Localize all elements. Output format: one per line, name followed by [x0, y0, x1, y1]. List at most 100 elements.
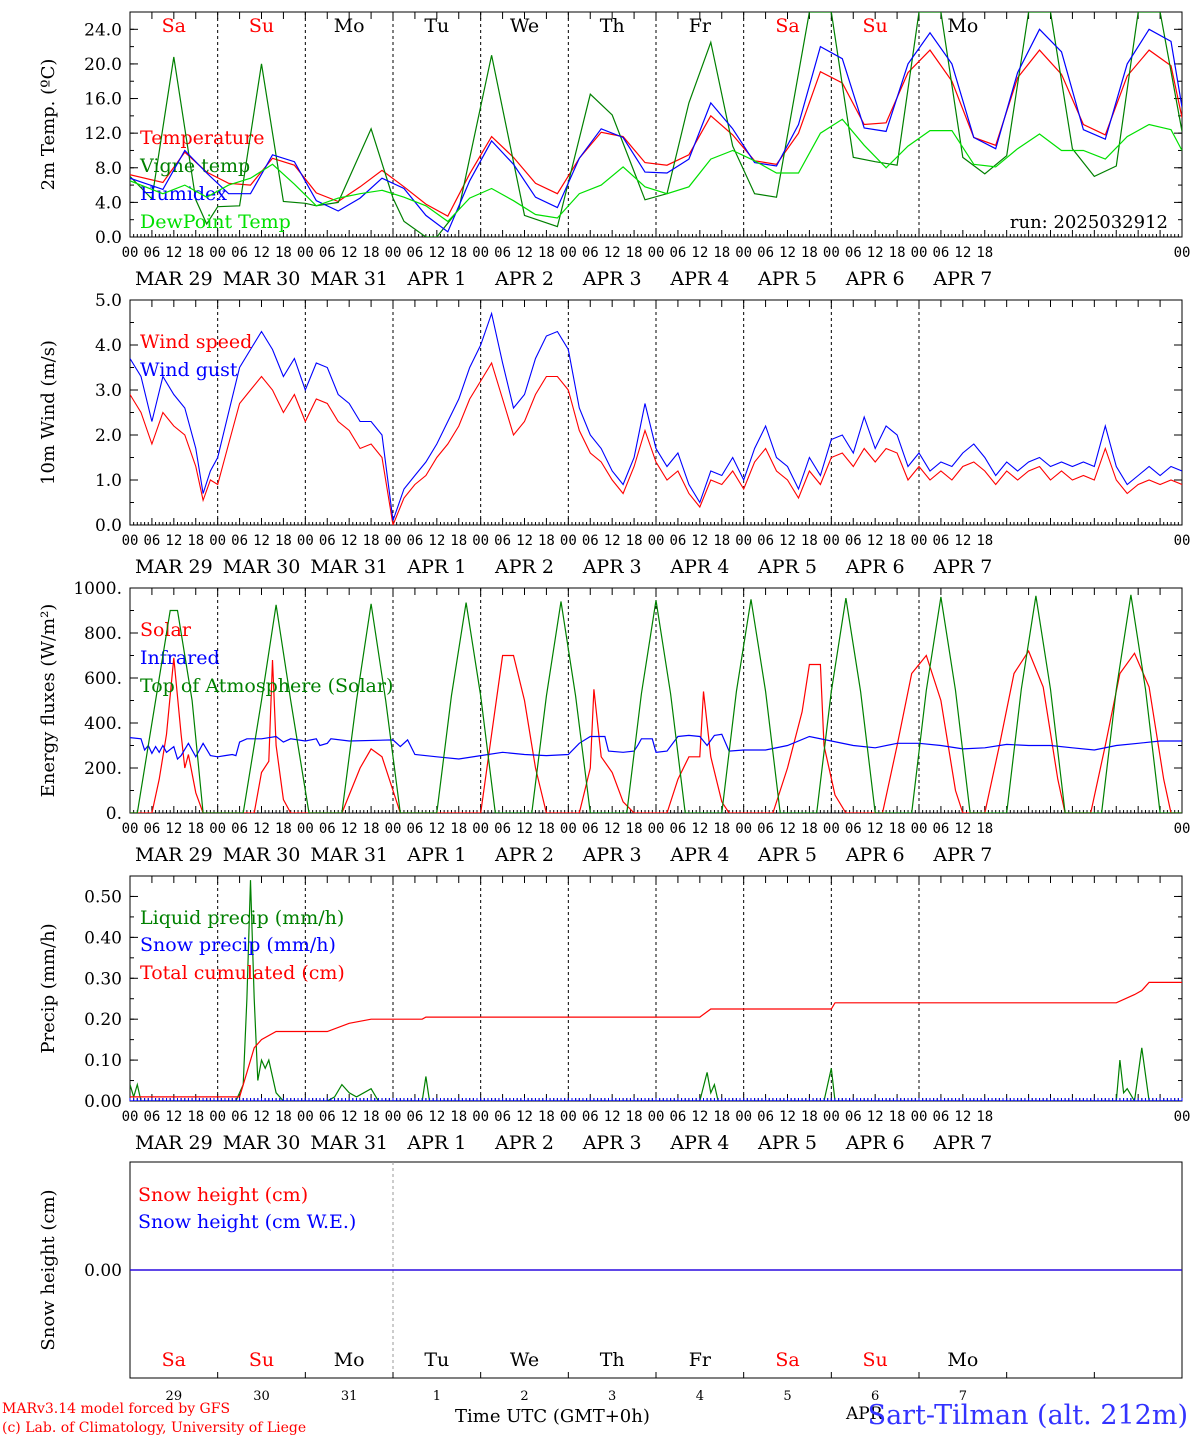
x-hour-label: 18	[713, 821, 730, 837]
x-hour-label: 00	[823, 821, 840, 837]
weekday-label: Sa	[162, 15, 186, 37]
x-hour-label: 18	[626, 821, 643, 837]
x-hour-label: 18	[363, 245, 380, 261]
x-hour-label: 12	[253, 533, 270, 549]
legend-entry: Solar	[140, 619, 192, 641]
x-hour-label: 06	[845, 1109, 862, 1125]
x-hour-label: 18	[275, 821, 292, 837]
y-tick-label: 5.0	[95, 291, 122, 311]
x-hour-label: 00	[297, 821, 314, 837]
day-number-label: 7	[959, 1389, 967, 1404]
day-number-label: 31	[341, 1389, 358, 1404]
x-hour-label: 06	[231, 1109, 248, 1125]
x-hour-label: 00	[648, 821, 665, 837]
y-tick-label: 0.20	[84, 1010, 122, 1030]
weekday-label: Mo	[947, 15, 978, 37]
y-tick-label: 0.40	[84, 928, 122, 948]
x-hour-label: 00	[472, 821, 489, 837]
x-hour-label: 06	[669, 245, 686, 261]
legend-entry: Humidex	[140, 183, 227, 205]
x-hour-label: 06	[494, 533, 511, 549]
credit-line-1: MARv3.14 model forced by GFS	[2, 1401, 231, 1417]
x-date-label: APR 1	[406, 1132, 466, 1154]
x-date-label: APR 6	[845, 268, 905, 290]
x-hour-label: 06	[669, 1109, 686, 1125]
x-date-label: APR 5	[757, 1132, 817, 1154]
weekday-label: Th	[600, 1349, 625, 1371]
x-hour-label: 00	[911, 533, 928, 549]
weekday-label: Su	[863, 1349, 888, 1371]
x-hour-label: 00	[911, 821, 928, 837]
x-hour-label: 12	[604, 821, 621, 837]
x-hour-label: 06	[319, 533, 336, 549]
x-hour-label: 18	[801, 533, 818, 549]
y-tick-label: 0.30	[84, 969, 122, 989]
panel-frame	[129, 299, 1183, 526]
day-number-label: 3	[608, 1389, 616, 1404]
x-hour-label: 06	[932, 821, 949, 837]
x-date-label: APR 6	[845, 844, 905, 866]
x-hour-label: 12	[428, 245, 445, 261]
x-hour-label: 06	[669, 533, 686, 549]
y-axis-label: 2m Temp. (ºC)	[38, 59, 59, 191]
y-tick-label: 0.0	[95, 516, 122, 536]
x-hour-label: 18	[275, 1109, 292, 1125]
series-line	[130, 118, 1182, 223]
y-tick-label: 0.	[106, 804, 122, 824]
y-tick-label: 8.0	[95, 159, 122, 179]
series-line	[130, 49, 1182, 218]
x-hour-label: 06	[494, 1109, 511, 1125]
x-hour-label: 12	[253, 821, 270, 837]
x-hour-label: 00	[209, 1109, 226, 1125]
x-hour-label: 18	[976, 821, 993, 837]
x-hour-label: 00	[648, 245, 665, 261]
x-hour-label: 12	[867, 821, 884, 837]
x-date-label: MAR 31	[310, 844, 388, 866]
x-hour-label: 12	[604, 1109, 621, 1125]
y-tick-label: 200.	[84, 759, 122, 779]
panel-4: 0.00 0.10 0.20 0.30 0.40 0.50 Precip (mm/h) Liq…	[38, 875, 1190, 1154]
series-line	[130, 28, 1182, 233]
day-number-label: 2	[520, 1389, 528, 1404]
weekday-label: Sa	[775, 15, 799, 37]
y-tick-label: 0.10	[84, 1051, 122, 1071]
x-date-label: MAR 30	[223, 844, 301, 866]
x-hour-label: 18	[713, 1109, 730, 1125]
x-hour-label: 06	[143, 1109, 160, 1125]
weekday-label: Fr	[689, 1349, 712, 1371]
x-hour-label: 06	[319, 821, 336, 837]
x-hour-label: 00	[1174, 245, 1191, 261]
y-tick-label: 400.	[84, 714, 122, 734]
x-hour-label: 12	[165, 1109, 182, 1125]
x-date-label: APR 5	[757, 844, 817, 866]
x-hour-label: 00	[385, 1109, 402, 1125]
x-hour-label: 12	[954, 245, 971, 261]
x-hour-label: 12	[691, 1109, 708, 1125]
x-hour-label: 18	[538, 533, 555, 549]
x-hour-label: 00	[472, 245, 489, 261]
x-hour-label: 06	[231, 533, 248, 549]
x-hour-label: 06	[932, 1109, 949, 1125]
weekday-label: Mo	[334, 15, 365, 37]
x-date-label: APR 4	[669, 556, 729, 578]
x-hour-label: 12	[516, 821, 533, 837]
x-hour-label: 06	[582, 821, 599, 837]
x-hour-label: 00	[823, 245, 840, 261]
x-hour-label: 18	[538, 821, 555, 837]
x-hour-label: 06	[582, 245, 599, 261]
panel-3: 0. 200. 400. 600. 800. 1000. Energy fluxes (W/…	[38, 579, 1190, 866]
legend-entry: Infrared	[140, 647, 220, 669]
x-hour-label: 12	[604, 533, 621, 549]
x-hour-label: 00	[735, 821, 752, 837]
x-hour-label: 00	[560, 533, 577, 549]
x-hour-label: 18	[450, 1109, 467, 1125]
x-hour-label: 06	[932, 533, 949, 549]
x-hour-label: 12	[779, 245, 796, 261]
x-hour-label: 00	[472, 1109, 489, 1125]
series-line	[130, 12, 1182, 237]
weekday-label: Mo	[334, 1349, 365, 1371]
x-hour-label: 00	[297, 1109, 314, 1125]
x-hour-label: 00	[911, 245, 928, 261]
x-hour-label: 00	[735, 245, 752, 261]
